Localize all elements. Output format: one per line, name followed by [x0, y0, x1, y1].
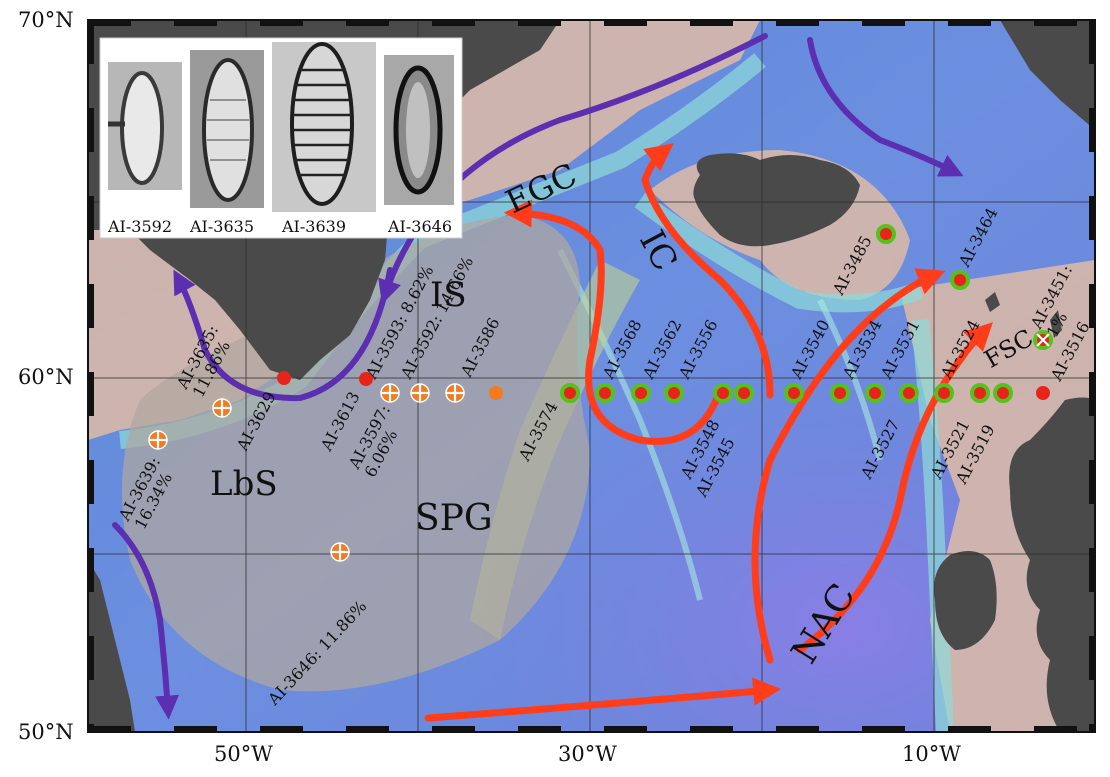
station-marker: [1033, 330, 1053, 350]
lat-label-50: 50°N: [18, 720, 74, 744]
british-isles: [1009, 397, 1095, 732]
lon-label-10w: 10°W: [902, 742, 961, 766]
inset-panel: AI-3592 AI-3635 AI-3639 AI-3646: [99, 37, 463, 239]
inset-caption-2: AI-3635: [189, 217, 254, 236]
inset-caption-4: AI-3646: [387, 217, 452, 236]
station-marker: [970, 383, 990, 403]
egc-arrow: [378, 33, 768, 305]
lat-label-70: 70°N: [18, 8, 74, 32]
labrador: [88, 560, 135, 732]
lon-label-50w: 50°W: [214, 742, 273, 766]
station-marker: [631, 383, 651, 403]
station-marker: [993, 383, 1013, 403]
spg-overlay: [122, 215, 590, 692]
inset-caption-1: AI-3592: [107, 217, 172, 236]
label-lbs: LbS: [210, 464, 278, 504]
station-marker: [410, 383, 430, 403]
station-marker: [330, 542, 350, 562]
station-marker: [876, 224, 896, 244]
warm-currents: [424, 143, 993, 722]
north-land: [1000, 20, 1095, 130]
egc-lower: [173, 267, 393, 402]
station-marker: [148, 430, 168, 450]
station-marker: [380, 383, 400, 403]
nac-south-arrow: [424, 677, 782, 722]
station-marker: [950, 270, 970, 290]
station-marker: [359, 372, 373, 386]
station-marker: [560, 383, 580, 403]
station-marker: [1036, 386, 1050, 400]
station-marker: [212, 398, 232, 418]
diatom-image-1: [108, 62, 182, 190]
station-marker: [489, 386, 503, 400]
nac-arrow-2: [796, 322, 993, 654]
ic-arrow-1: [641, 143, 774, 399]
map-frame: [87, 19, 1096, 733]
diatom-image-4: [384, 55, 454, 205]
labrador-arrow: [112, 522, 180, 720]
station-marker: [595, 383, 615, 403]
label-is: IS: [430, 275, 467, 315]
station-marker: [899, 383, 919, 403]
station-marker: [734, 383, 754, 403]
station-marker: [784, 383, 804, 403]
station-marker: [934, 383, 954, 403]
cold-currents: [112, 33, 964, 720]
ic-arrow-2: [503, 199, 724, 445]
faroe: [985, 292, 1000, 312]
lon-label-30w: 30°W: [558, 742, 617, 766]
ireland: [934, 551, 997, 650]
diatom-image-2: [190, 50, 264, 208]
station-marker: [830, 383, 850, 403]
label-spg: SPG: [415, 498, 493, 539]
station-marker: [865, 383, 885, 403]
inset-captions: AI-3592 AI-3635 AI-3639 AI-3646: [107, 217, 452, 236]
lat-label-60: 60°N: [18, 365, 74, 389]
east-arrow: [807, 37, 964, 177]
station-marker: [445, 383, 465, 403]
station-marker: [713, 383, 733, 403]
station-marker: [277, 371, 291, 385]
station-marker: [664, 383, 684, 403]
diatom-image-3: [272, 42, 376, 212]
nac-arrow-1: [751, 268, 946, 664]
inset-caption-3: AI-3639: [281, 217, 346, 236]
iceland: [693, 153, 860, 247]
